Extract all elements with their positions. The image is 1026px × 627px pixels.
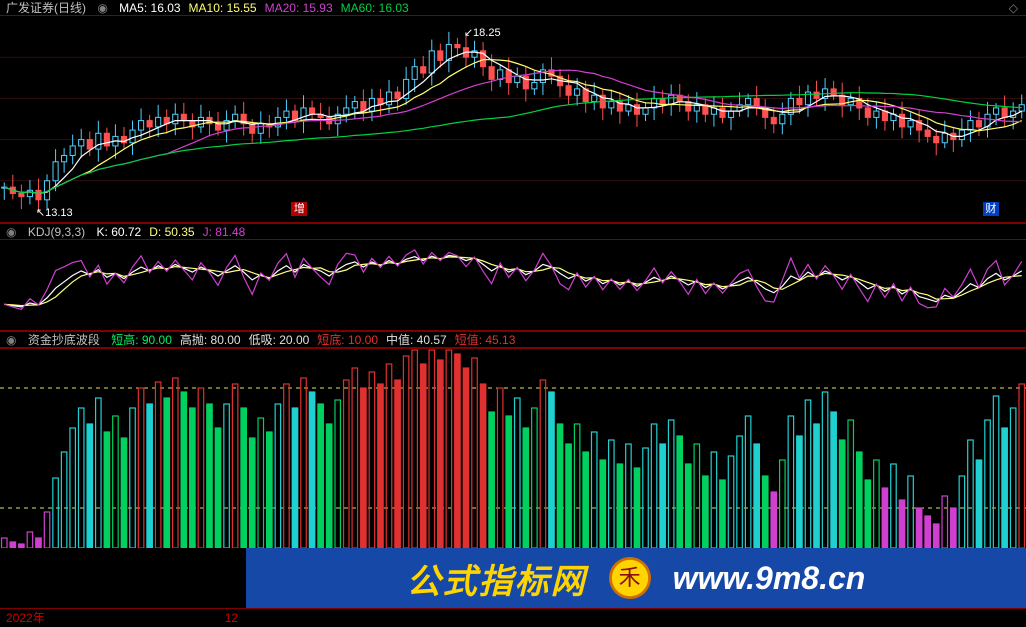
ma-label: MA5: 16.03 <box>119 1 180 15</box>
kdj-title: KDJ(9,3,3) <box>28 225 85 239</box>
indicator-chart[interactable] <box>0 348 1026 548</box>
svg-text:↖13.13: ↖13.13 <box>36 207 73 219</box>
ma-label: 中值: 40.57 <box>386 333 447 347</box>
dropdown-icon[interactable]: ◉ <box>6 333 16 347</box>
price-header: 广发证券(日线) ◉ MA5: 16.03 MA10: 15.55 MA20: 15… <box>0 0 1026 16</box>
dropdown-icon[interactable]: ◉ <box>97 1 107 15</box>
diamond-icon[interactable]: ◇ <box>1009 0 1018 16</box>
ma-label: 短值: 45.13 <box>455 333 516 347</box>
time-label: 2022年 <box>6 611 45 625</box>
watermark-cn: 公式指标网 <box>407 554 587 603</box>
kdj-chart[interactable] <box>0 240 1026 330</box>
ma-label: 短高: 90.00 <box>111 333 172 347</box>
time-axis: 2022年 12 <box>0 608 1026 626</box>
price-chart[interactable]: ↙18.25 ↖13.13 <box>0 16 1026 222</box>
indicator-header: ◉ 资金抄底波段 短高: 90.00 高抛: 80.00 低吸: 20.00 短底: … <box>0 332 1026 348</box>
price-panel: 广发证券(日线) ◉ MA5: 16.03 MA10: 15.55 MA20: 15… <box>0 0 1026 222</box>
ma-label: K: 60.72 <box>97 225 142 239</box>
ma-label: J: 81.48 <box>203 225 246 239</box>
kdj-header: ◉ KDJ(9,3,3) K: 60.72 D: 50.35 J: 81.48 <box>0 224 1026 240</box>
ma-label: MA10: 15.55 <box>189 1 257 15</box>
dropdown-icon[interactable]: ◉ <box>6 225 16 239</box>
watermark-url: www.9m8.cn <box>673 560 866 597</box>
ma-label: 高抛: 80.00 <box>180 333 241 347</box>
svg-text:↙18.25: ↙18.25 <box>464 27 501 39</box>
ma-label: MA20: 15.93 <box>265 1 333 15</box>
ma-label: D: 50.35 <box>149 225 194 239</box>
indicator-title: 资金抄底波段 <box>28 333 100 347</box>
ma-label: 低吸: 20.00 <box>249 333 310 347</box>
ma-label: 短底: 10.00 <box>317 333 378 347</box>
kdj-panel: ◉ KDJ(9,3,3) K: 60.72 D: 50.35 J: 81.48 <box>0 224 1026 330</box>
watermark-banner: 公式指标网 禾 www.9m8.cn <box>246 548 1026 608</box>
time-label: 12 <box>225 611 238 625</box>
event-tag[interactable]: 增 <box>291 202 307 216</box>
watermark-seal-icon: 禾 <box>609 557 651 599</box>
stock-title: 广发证券(日线) <box>6 1 86 15</box>
event-tag[interactable]: 财 <box>983 202 999 216</box>
ma-label: MA60: 16.03 <box>341 1 409 15</box>
indicator-panel: ◉ 资金抄底波段 短高: 90.00 高抛: 80.00 低吸: 20.00 短底: … <box>0 332 1026 548</box>
